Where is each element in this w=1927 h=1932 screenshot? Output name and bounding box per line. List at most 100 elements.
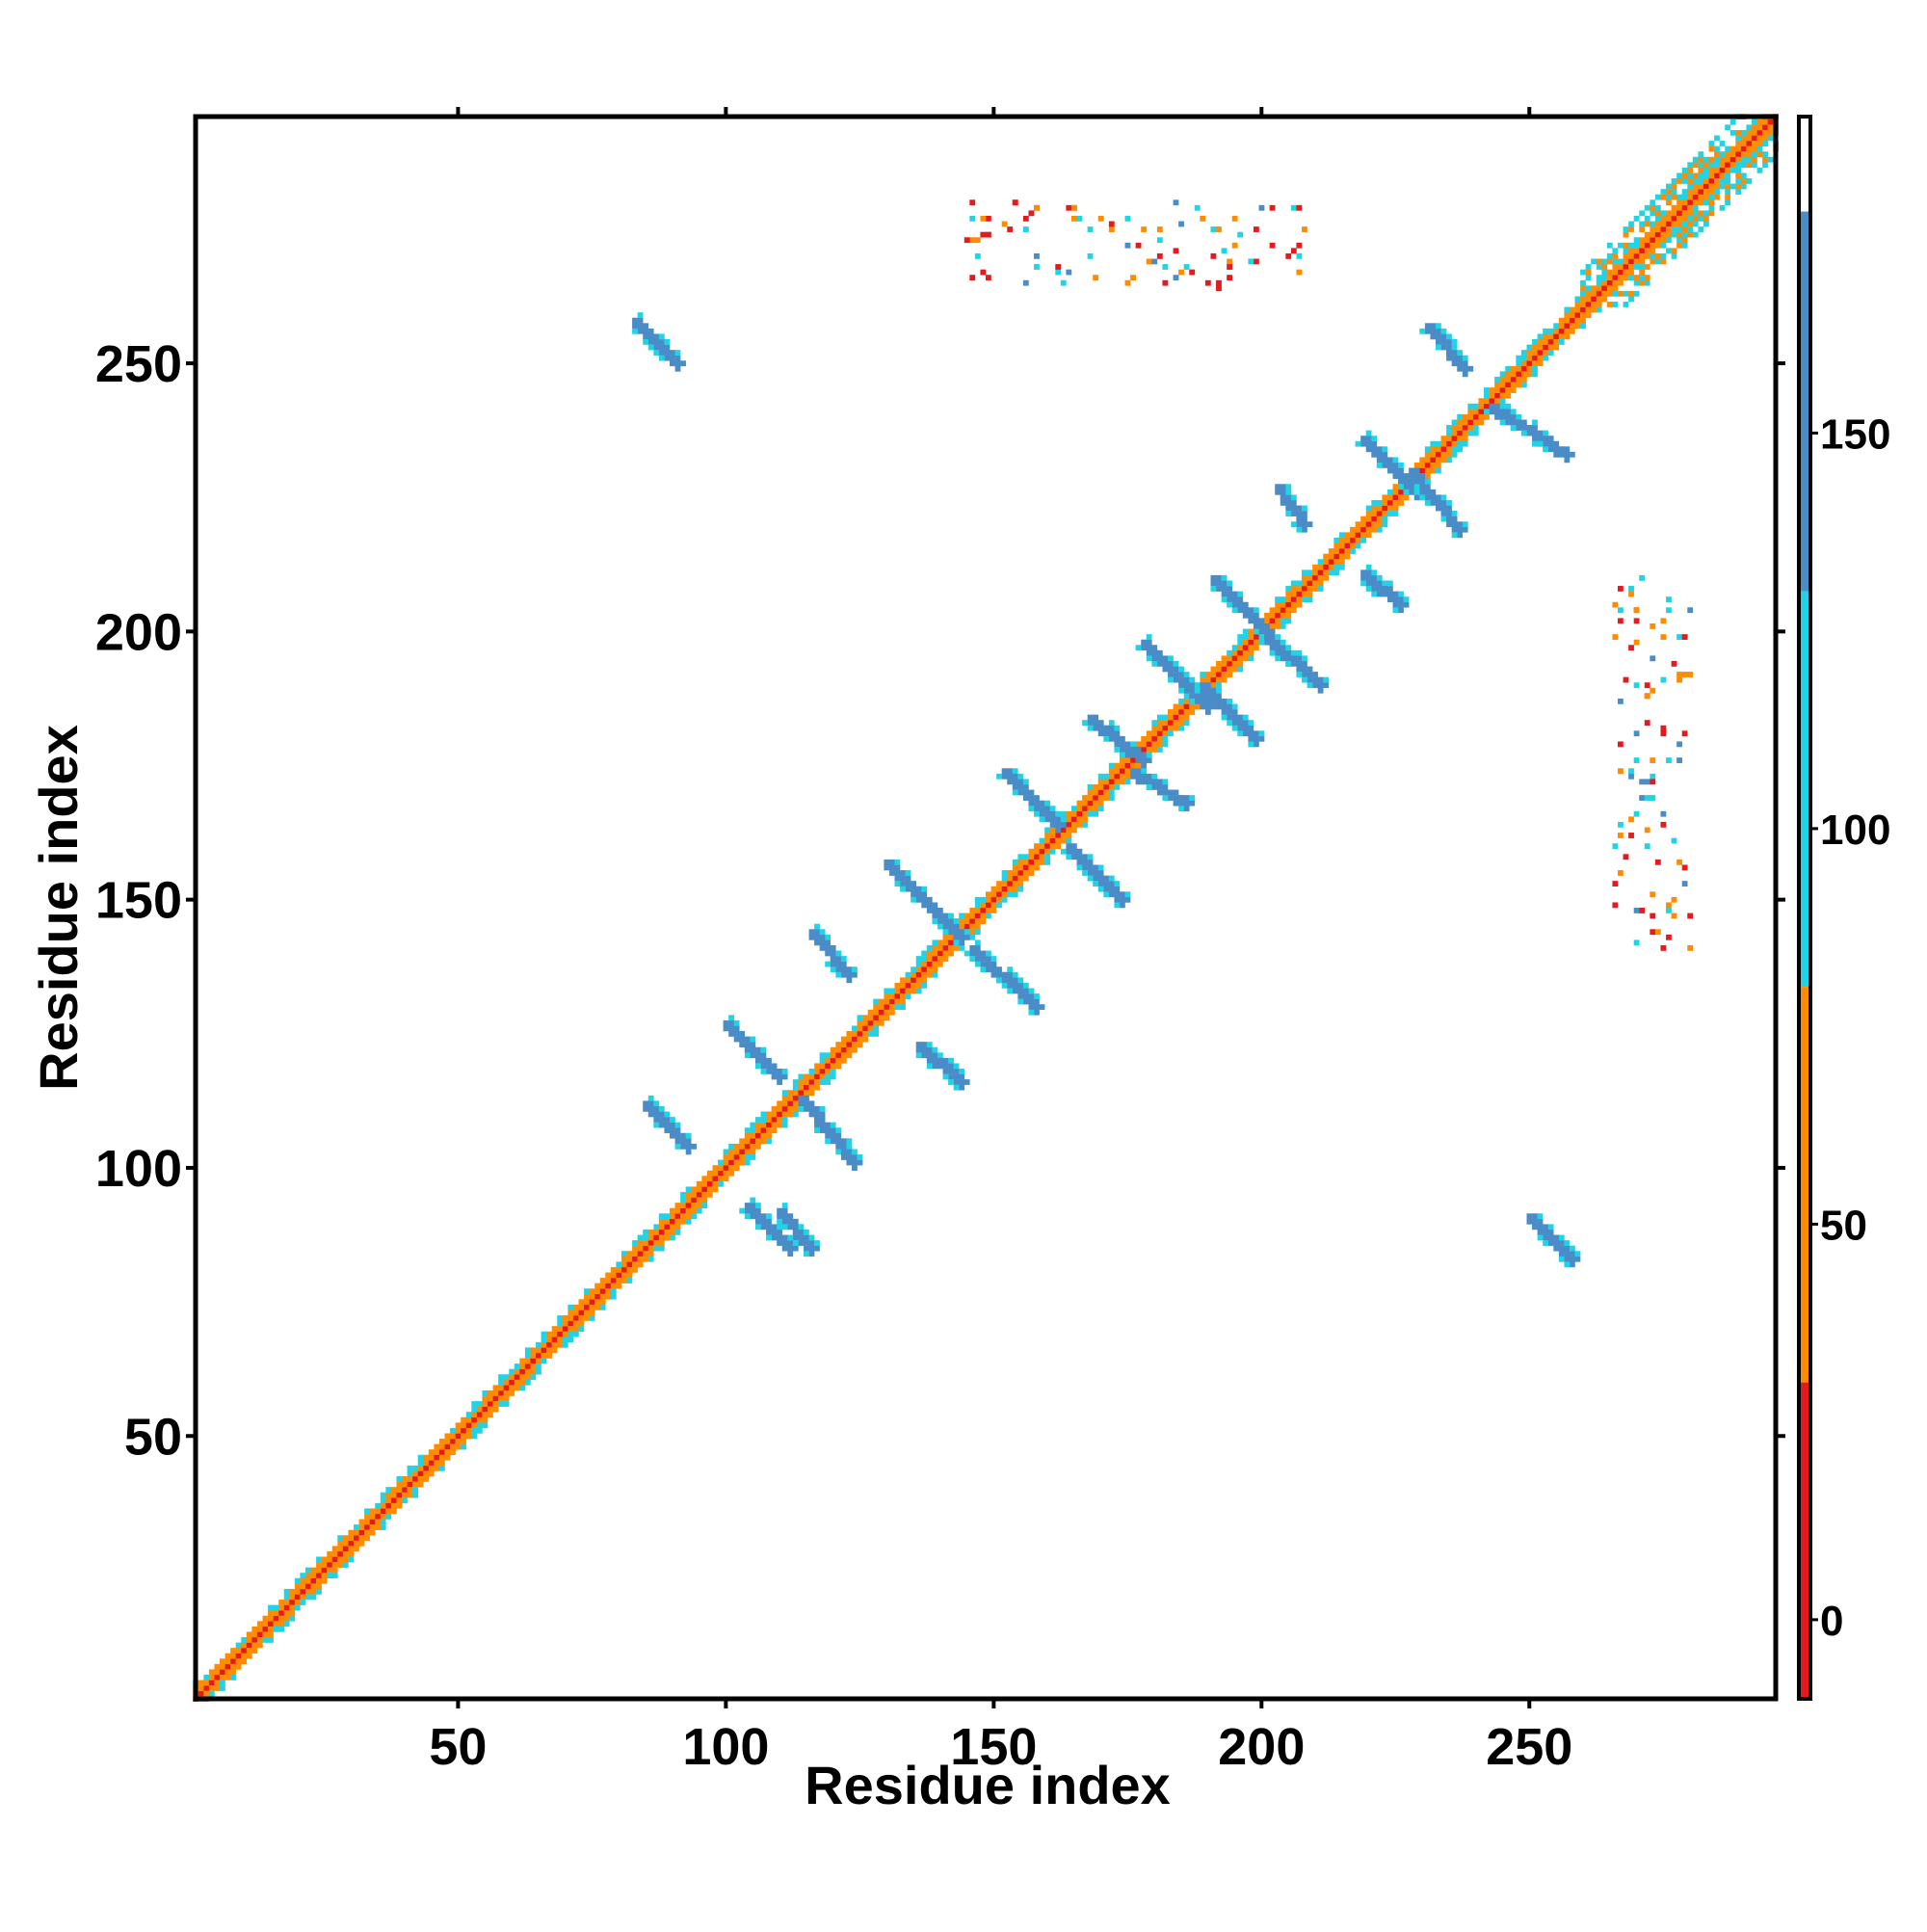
strand-contact-cell <box>1001 977 1008 984</box>
diagonal-cell <box>417 1481 424 1488</box>
diagonal-cell <box>1654 237 1661 244</box>
diagonal-cell <box>792 1084 799 1091</box>
diagonal-cell <box>1210 682 1217 689</box>
strand-contact-cell <box>1258 628 1265 635</box>
strand-contact-cell <box>1022 998 1029 1005</box>
diagonal-cell <box>1633 258 1640 265</box>
sparse-contact-cell <box>1666 757 1672 763</box>
strand-contact-cell <box>1564 446 1571 453</box>
diagonal-cell <box>1762 135 1768 142</box>
block-cell <box>1708 199 1715 206</box>
diagonal-cell <box>256 1621 263 1628</box>
strand-contact-cell <box>781 1240 788 1246</box>
strand-contact-cell <box>980 961 987 967</box>
diagonal-cell <box>273 1621 279 1628</box>
diagonal-cell <box>1633 252 1640 259</box>
sparse-contact-cell <box>1618 607 1623 614</box>
diagonal-cell <box>1049 848 1056 855</box>
diagonal-cell <box>653 1229 660 1235</box>
strand-contact-cell <box>926 1052 933 1059</box>
diagonal-cell <box>1231 655 1238 662</box>
diagonal-cell <box>289 1615 296 1622</box>
diagonal-cell <box>1467 430 1474 437</box>
strand-contact-cell <box>830 944 836 951</box>
strand-contact-cell <box>1221 709 1227 715</box>
diagonal-cell <box>942 940 949 946</box>
diagonal-cell <box>1365 505 1372 512</box>
strand-contact-cell <box>1302 516 1307 522</box>
diagonal-cell <box>680 1207 686 1214</box>
strand-contact-cell <box>1103 886 1110 892</box>
sparse-contact-cell <box>1612 601 1619 608</box>
strand-contact-cell <box>894 864 901 871</box>
strand-contact-cell <box>1253 607 1259 614</box>
diagonal-cell <box>246 1642 252 1649</box>
strand-contact-cell <box>1039 800 1045 807</box>
diagonal-cell <box>568 1315 574 1321</box>
diagonal-cell <box>283 1600 290 1605</box>
strand-contact-cell <box>1044 810 1050 817</box>
diagonal-cell <box>1532 344 1538 351</box>
strand-contact-cell <box>852 966 858 973</box>
diagonal-cell <box>733 1154 740 1160</box>
diagonal-cell <box>1386 499 1393 506</box>
strand-contact-cell <box>1168 789 1174 796</box>
diagonal-cell <box>1569 312 1575 318</box>
diagonal-cell <box>986 891 991 898</box>
diagonal-cell <box>1564 328 1571 334</box>
strand-contact-cell <box>1108 875 1115 882</box>
strand-contact-cell <box>840 971 847 978</box>
strand-contact-cell <box>1001 773 1008 780</box>
diagonal-cell <box>1227 655 1232 662</box>
diagonal-cell <box>1532 371 1538 378</box>
diagonal-cell <box>712 1165 719 1172</box>
diagonal-cell <box>808 1068 815 1074</box>
strand-contact-cell <box>1135 768 1142 775</box>
strand-contact-cell <box>1553 1240 1560 1246</box>
strand-contact-cell <box>664 1117 671 1123</box>
diagonal-cell <box>969 923 976 930</box>
strand-contact-cell <box>670 1127 675 1134</box>
sparse-contact-cell <box>1654 929 1661 936</box>
strand-contact-cell <box>1087 720 1094 727</box>
diagonal-cell <box>840 1042 847 1047</box>
diagonal-cell <box>1606 279 1613 286</box>
strand-contact-cell <box>739 1031 746 1037</box>
strand-contact-cell <box>664 344 671 351</box>
diagonal-cell <box>1317 586 1324 592</box>
diagonal-cell <box>1007 875 1014 882</box>
diagonal-cell <box>792 1095 799 1101</box>
diagonal-cell <box>1574 296 1581 303</box>
diagonal-cell <box>1001 870 1008 876</box>
strand-contact-cell <box>1457 360 1464 367</box>
diagonal-cell <box>283 1615 290 1622</box>
strand-contact-cell <box>1017 789 1024 796</box>
diagonal-cell <box>1596 302 1602 307</box>
diagonal-cell <box>1446 436 1452 442</box>
diagonal-cell <box>1151 720 1158 727</box>
block-cell <box>1676 172 1682 179</box>
diagonal-cell <box>214 1663 221 1670</box>
strand-contact-cell <box>1558 1240 1565 1246</box>
diagonal-cell <box>1012 891 1018 898</box>
diagonal-cell <box>230 1663 236 1670</box>
strand-contact-cell <box>900 886 906 892</box>
strand-contact-cell <box>680 1138 686 1145</box>
strand-contact-cell <box>1302 660 1307 667</box>
strand-contact-cell <box>1532 440 1538 447</box>
strand-contact-cell <box>1066 843 1072 850</box>
diagonal-cell <box>1660 215 1667 222</box>
diagonal-cell <box>321 1573 328 1579</box>
sparse-contact-cell <box>1650 891 1656 898</box>
strand-contact-cell <box>974 944 981 951</box>
diagonal-cell <box>1751 135 1757 142</box>
block-cell <box>1687 167 1694 173</box>
diagonal-cell <box>1756 135 1763 142</box>
strand-contact-cell <box>1060 848 1067 855</box>
strand-contact-cell <box>1146 757 1152 763</box>
diagonal-cell <box>428 1454 435 1461</box>
strand-contact-cell <box>1424 323 1431 330</box>
diagonal-cell <box>369 1513 376 1520</box>
diagonal-cell <box>670 1229 675 1235</box>
diagonal-cell <box>1462 436 1468 442</box>
